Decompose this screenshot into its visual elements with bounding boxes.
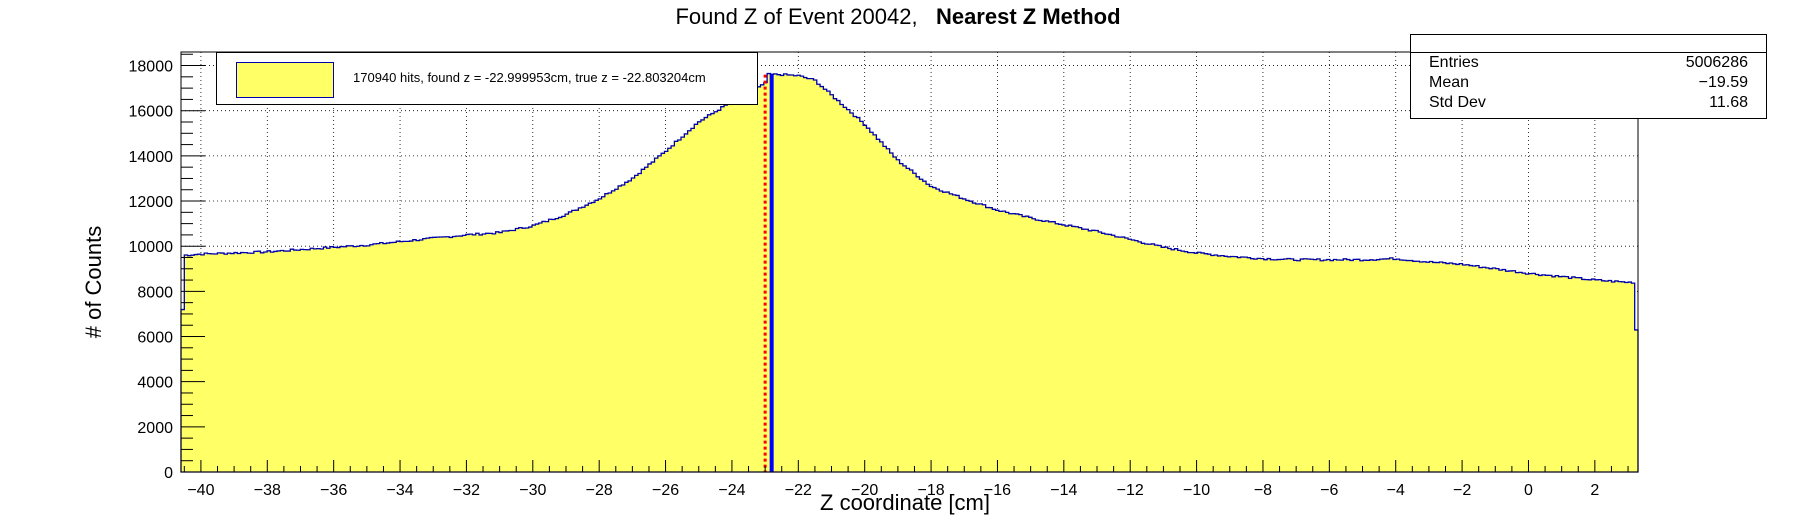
y-tick-label: 18000 xyxy=(129,59,174,76)
y-axis-label: # of Counts xyxy=(81,225,106,339)
x-tick-label: −38 xyxy=(254,482,281,499)
x-tick-label: −2 xyxy=(1453,482,1471,499)
x-tick-label: −4 xyxy=(1387,482,1405,499)
x-tick-label: −32 xyxy=(453,482,480,499)
legend: 170940 hits, found z = -22.999953cm, tru… xyxy=(216,52,758,105)
x-tick-label: −34 xyxy=(386,482,413,499)
legend-label: 170940 hits, found z = -22.999953cm, tru… xyxy=(353,70,706,85)
y-tick-label: 8000 xyxy=(137,284,173,301)
chart-title-method: Nearest Z Method xyxy=(935,4,1121,29)
stats-entries-label: Entries xyxy=(1429,54,1479,71)
x-tick-label: −26 xyxy=(652,482,679,499)
x-tick-label: −12 xyxy=(1117,482,1144,499)
y-tick-label: 2000 xyxy=(137,420,173,437)
x-tick-label: −14 xyxy=(1050,482,1077,499)
x-axis-label: Z coordinate [cm] xyxy=(820,490,990,515)
histogram-area xyxy=(180,72,1639,473)
stats-box-header xyxy=(1411,35,1766,53)
x-tick-label: −6 xyxy=(1320,482,1338,499)
x-tick-label: −28 xyxy=(586,482,613,499)
x-tick-label: −40 xyxy=(187,482,214,499)
x-tick-label: −18 xyxy=(918,482,945,499)
x-tick-label: −30 xyxy=(519,482,546,499)
x-tick-label: −24 xyxy=(718,482,745,499)
x-tick-label: −22 xyxy=(785,482,812,499)
stats-row-entries: Entries 5006286 xyxy=(1411,53,1766,73)
y-tick-label: 4000 xyxy=(137,375,173,392)
x-tick-label: −16 xyxy=(984,482,1011,499)
x-tick-label: −10 xyxy=(1183,482,1210,499)
stats-entries-value: 5006286 xyxy=(1685,54,1748,71)
chart-title-main: Found Z of Event 20042, xyxy=(675,4,918,29)
y-tick-label: 10000 xyxy=(129,239,174,256)
y-tick-label: 16000 xyxy=(129,104,174,121)
x-tick-label: −36 xyxy=(320,482,347,499)
plot-frame xyxy=(180,51,1639,473)
y-tick-label: 0 xyxy=(164,465,173,482)
stats-mean-label: Mean xyxy=(1429,74,1470,91)
y-tick-label: 6000 xyxy=(137,330,173,347)
stats-row-stddev: Std Dev 11.68 xyxy=(1411,93,1766,113)
y-tick-label: 14000 xyxy=(129,149,174,166)
x-tick-label: 2 xyxy=(1590,482,1599,499)
x-tick-label: 0 xyxy=(1524,482,1533,499)
stats-mean-value: −19.59 xyxy=(1698,74,1748,91)
stats-stddev-value: 11.68 xyxy=(1709,94,1748,111)
stats-row-mean: Mean −19.59 xyxy=(1411,73,1766,93)
chart-title: Found Z of Event 20042, Nearest Z Method xyxy=(0,4,1796,30)
x-tick-label: −8 xyxy=(1254,482,1272,499)
x-tick-label: −20 xyxy=(851,482,878,499)
legend-swatch xyxy=(236,62,334,98)
y-tick-label: 12000 xyxy=(129,194,174,211)
stats-stddev-label: Std Dev xyxy=(1429,94,1486,111)
stats-box: Entries 5006286 Mean −19.59 Std Dev 11.6… xyxy=(1410,34,1767,119)
